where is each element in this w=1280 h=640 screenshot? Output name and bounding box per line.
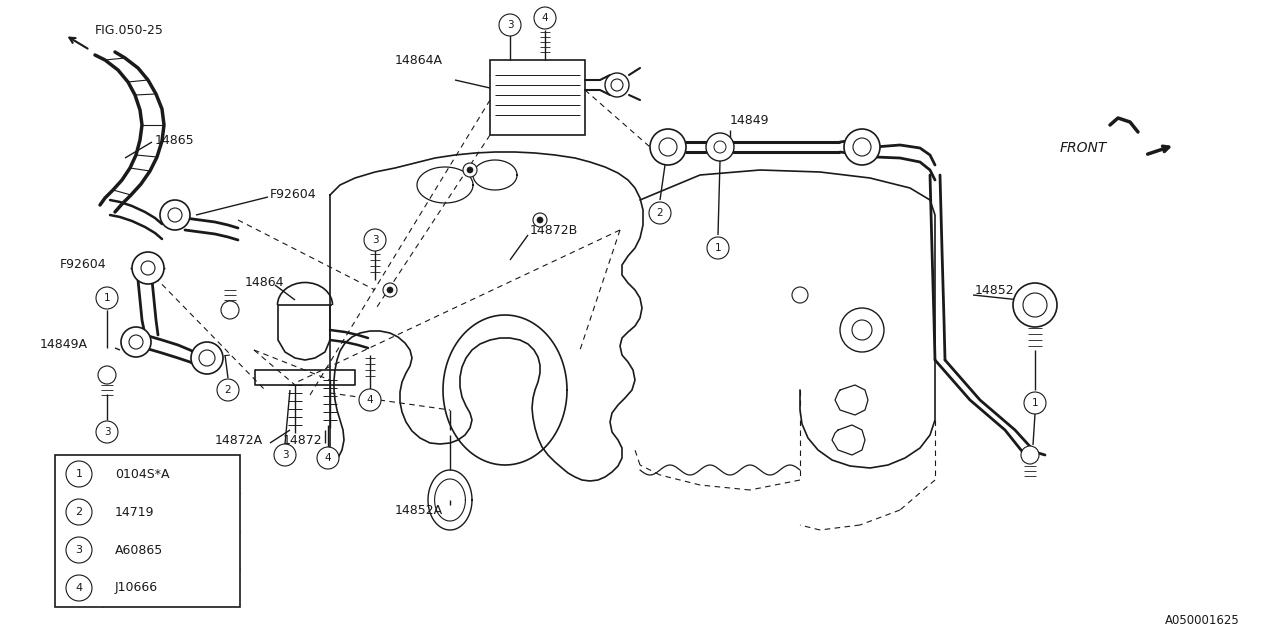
Text: 14872: 14872: [283, 433, 323, 447]
Circle shape: [274, 444, 296, 466]
Circle shape: [160, 200, 189, 230]
Text: 4: 4: [76, 583, 83, 593]
Text: 14719: 14719: [115, 506, 155, 518]
Circle shape: [129, 335, 143, 349]
Circle shape: [317, 447, 339, 469]
Circle shape: [659, 138, 677, 156]
Circle shape: [844, 129, 881, 165]
Bar: [490, 60, 585, 135]
Text: 14872A: 14872A: [215, 433, 264, 447]
Text: 14849A: 14849A: [40, 339, 88, 351]
Circle shape: [1024, 392, 1046, 414]
Circle shape: [649, 202, 671, 224]
Circle shape: [221, 301, 239, 319]
Circle shape: [605, 73, 628, 97]
Text: 14852A: 14852A: [396, 504, 443, 516]
Circle shape: [1021, 446, 1039, 464]
Circle shape: [99, 366, 116, 384]
Text: A60865: A60865: [115, 543, 164, 557]
Text: 1: 1: [104, 293, 110, 303]
Text: 4: 4: [541, 13, 548, 23]
Circle shape: [467, 167, 474, 173]
Circle shape: [499, 14, 521, 36]
Circle shape: [383, 283, 397, 297]
Circle shape: [96, 287, 118, 309]
Circle shape: [538, 217, 543, 223]
Circle shape: [532, 213, 547, 227]
Bar: [55, 455, 241, 607]
Text: F92604: F92604: [270, 189, 316, 202]
Text: 3: 3: [104, 427, 110, 437]
Circle shape: [852, 138, 870, 156]
Text: 14852: 14852: [975, 284, 1015, 296]
Text: 3: 3: [282, 450, 288, 460]
Circle shape: [67, 499, 92, 525]
Text: 3: 3: [76, 545, 82, 555]
Circle shape: [650, 129, 686, 165]
Circle shape: [707, 237, 730, 259]
Text: 1: 1: [1032, 398, 1038, 408]
Circle shape: [714, 141, 726, 153]
Text: 3: 3: [371, 235, 379, 245]
Text: 14865: 14865: [155, 134, 195, 147]
Circle shape: [358, 389, 381, 411]
Text: 4: 4: [325, 453, 332, 463]
Text: 1: 1: [714, 243, 722, 253]
Circle shape: [122, 327, 151, 357]
Text: 14864A: 14864A: [396, 54, 443, 67]
Text: 1: 1: [76, 469, 82, 479]
Text: FRONT: FRONT: [1060, 141, 1107, 155]
Circle shape: [141, 261, 155, 275]
Circle shape: [387, 287, 393, 293]
Text: 0104S*A: 0104S*A: [115, 467, 169, 481]
Circle shape: [67, 537, 92, 563]
Circle shape: [1023, 293, 1047, 317]
Circle shape: [218, 379, 239, 401]
Circle shape: [191, 342, 223, 374]
Text: 2: 2: [225, 385, 232, 395]
Circle shape: [67, 461, 92, 487]
Circle shape: [707, 133, 733, 161]
Circle shape: [168, 208, 182, 222]
Circle shape: [792, 287, 808, 303]
Text: 4: 4: [366, 395, 374, 405]
Circle shape: [364, 229, 387, 251]
Circle shape: [198, 350, 215, 366]
Circle shape: [463, 163, 477, 177]
Text: 2: 2: [657, 208, 663, 218]
Text: 3: 3: [507, 20, 513, 30]
Text: 14872B: 14872B: [530, 223, 579, 237]
Circle shape: [132, 252, 164, 284]
Text: 14849: 14849: [730, 113, 769, 127]
Text: FIG.050-25: FIG.050-25: [95, 24, 164, 36]
Text: 14864: 14864: [244, 275, 284, 289]
Circle shape: [611, 79, 623, 91]
Circle shape: [67, 575, 92, 601]
Circle shape: [840, 308, 884, 352]
Text: A050001625: A050001625: [1165, 614, 1240, 627]
Circle shape: [96, 421, 118, 443]
Text: F92604: F92604: [60, 259, 106, 271]
Circle shape: [1012, 283, 1057, 327]
Circle shape: [852, 320, 872, 340]
Circle shape: [534, 7, 556, 29]
Text: J10666: J10666: [115, 582, 159, 595]
Text: 2: 2: [76, 507, 83, 517]
